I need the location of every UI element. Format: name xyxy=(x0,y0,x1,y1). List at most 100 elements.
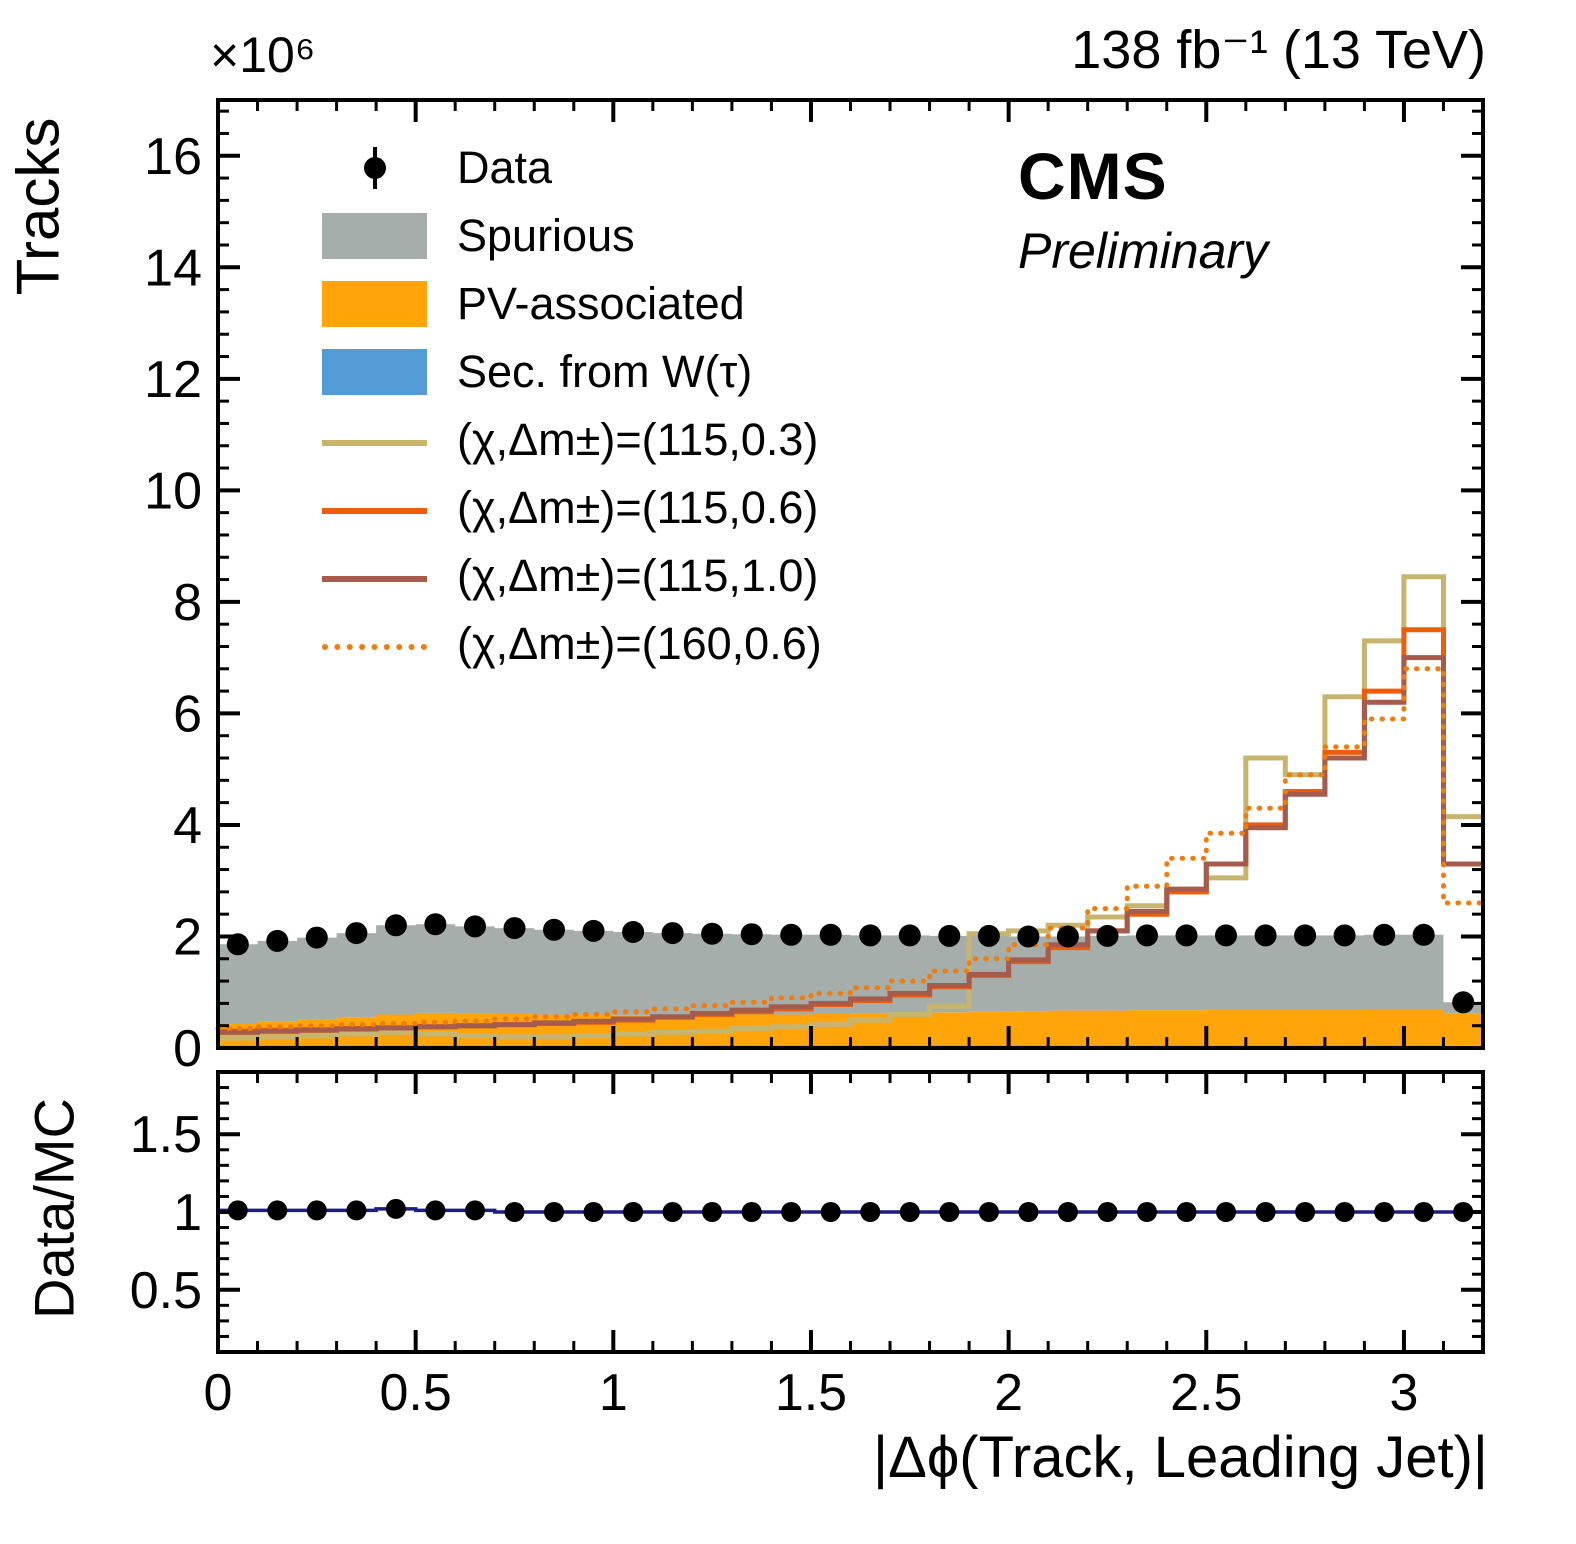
x-axis-title: |Δϕ(Track, Leading Jet)| xyxy=(873,1425,1488,1490)
main-y-tick-label: 10 xyxy=(144,462,202,520)
ratio-point xyxy=(583,1202,604,1222)
data-point xyxy=(740,923,763,946)
data-point xyxy=(1096,924,1119,947)
legend-label: (χ,Δm±)=(160,0.6) xyxy=(457,618,822,669)
color-swatch xyxy=(322,349,427,395)
data-point xyxy=(1136,924,1158,947)
x-tick-label: 0 xyxy=(204,1364,233,1422)
data-point xyxy=(582,919,605,942)
legend-label: (χ,Δm±)=(115,0.3) xyxy=(457,414,819,465)
ratio-point xyxy=(1413,1202,1434,1222)
line-icon xyxy=(322,508,427,514)
ratio-point xyxy=(1255,1202,1276,1222)
data-point xyxy=(1333,924,1356,947)
ratio-y-tick-label: 0.5 xyxy=(130,1262,202,1320)
data-point xyxy=(938,924,961,947)
ratio-point xyxy=(425,1200,446,1221)
data-point xyxy=(384,914,407,937)
main-y-tick-label: 8 xyxy=(173,574,202,632)
data-point xyxy=(898,924,921,947)
legend-line-swatch xyxy=(322,485,427,531)
ratio-y-tick-label: 1.5 xyxy=(130,1106,202,1164)
data-point xyxy=(345,922,368,945)
data-point xyxy=(1373,923,1396,946)
legend-item-5: (χ,Δm±)=(115,0.6) xyxy=(322,474,822,542)
y-axis-exponent-label: ×10⁶ xyxy=(210,27,316,83)
data-point xyxy=(1175,924,1198,947)
data-point xyxy=(1215,924,1237,947)
ratio-point xyxy=(1295,1202,1316,1222)
signal-lines xyxy=(215,574,1486,1041)
stack-fill xyxy=(218,924,1483,1024)
ratio-point xyxy=(465,1200,485,1221)
ratio-y-tick-label: 1 xyxy=(173,1184,202,1242)
ratio-point xyxy=(1374,1202,1395,1222)
data-point xyxy=(819,923,842,946)
ratio-point xyxy=(978,1202,999,1222)
ratio-point xyxy=(1018,1202,1039,1222)
ratio-point xyxy=(702,1202,723,1222)
main-y-tick-label: 6 xyxy=(173,685,202,743)
legend-item-0: Data xyxy=(322,134,822,202)
line-icon xyxy=(322,440,427,446)
legend-item-7: (χ,Δm±)=(160,0.6) xyxy=(322,610,822,678)
x-tick-label: 1.5 xyxy=(775,1364,847,1422)
ratio-point xyxy=(385,1198,406,1219)
data-point xyxy=(1412,923,1435,946)
legend-line-swatch xyxy=(322,621,427,667)
main-y-axis-title: Tracks xyxy=(4,117,72,296)
legend-item-2: PV-associated xyxy=(322,270,822,338)
legend-label: Data xyxy=(457,142,553,193)
data-point xyxy=(305,926,328,949)
data-point xyxy=(226,933,249,956)
legend-line-swatch xyxy=(322,553,427,599)
ratio-point xyxy=(1137,1202,1157,1222)
signal-line xyxy=(218,655,1483,1035)
x-tick-label: 1 xyxy=(599,1364,628,1422)
signal-line xyxy=(218,574,1483,1041)
x-tick-label: 2.5 xyxy=(1170,1364,1242,1422)
dotted-line-icon xyxy=(322,644,427,650)
legend-label: Sec. from W(τ) xyxy=(457,346,753,397)
data-point xyxy=(1056,925,1079,948)
data-points xyxy=(226,913,1475,1014)
ratio-point xyxy=(741,1202,762,1222)
main-y-tick-label: 0 xyxy=(173,1020,202,1078)
ratio-point xyxy=(1057,1202,1078,1222)
legend-data-marker xyxy=(322,145,427,191)
ratio-point xyxy=(781,1202,802,1222)
cms-logo-text: CMS xyxy=(1018,139,1168,213)
legend-item-3: Sec. from W(τ) xyxy=(322,338,822,406)
ratio-point xyxy=(1216,1202,1236,1222)
line-icon xyxy=(322,576,427,582)
ratio-y-axis-title: Data/MC xyxy=(22,1098,86,1319)
ratio-point xyxy=(1334,1202,1355,1222)
legend: Data Spurious PV-associated Sec. from W(τ) (… xyxy=(322,134,822,678)
ratio-point xyxy=(860,1202,881,1222)
ratio-fit-line xyxy=(218,1207,1483,1214)
color-swatch xyxy=(322,281,427,327)
legend-label: Spurious xyxy=(457,210,635,261)
ratio-point xyxy=(504,1202,525,1222)
legend-item-1: Spurious xyxy=(322,202,822,270)
main-y-tick-label: 14 xyxy=(144,239,202,297)
legend-label: (χ,Δm±)=(115,0.6) xyxy=(457,482,819,533)
data-point xyxy=(266,929,289,952)
data-point xyxy=(859,924,882,947)
data-point xyxy=(464,915,486,938)
legend-label: (χ,Δm±)=(115,1.0) xyxy=(457,550,819,601)
data-point xyxy=(543,918,565,941)
main-y-tick-label: 12 xyxy=(144,351,202,409)
ratio-point xyxy=(939,1202,960,1222)
data-point xyxy=(701,922,724,945)
ratio-point xyxy=(899,1202,920,1222)
signal-line xyxy=(215,666,1486,1031)
ratio-point xyxy=(1097,1202,1118,1222)
ratio-point xyxy=(623,1202,644,1222)
legend-fill-swatch xyxy=(322,349,427,395)
data-point xyxy=(622,921,645,943)
legend-fill-swatch xyxy=(322,281,427,327)
